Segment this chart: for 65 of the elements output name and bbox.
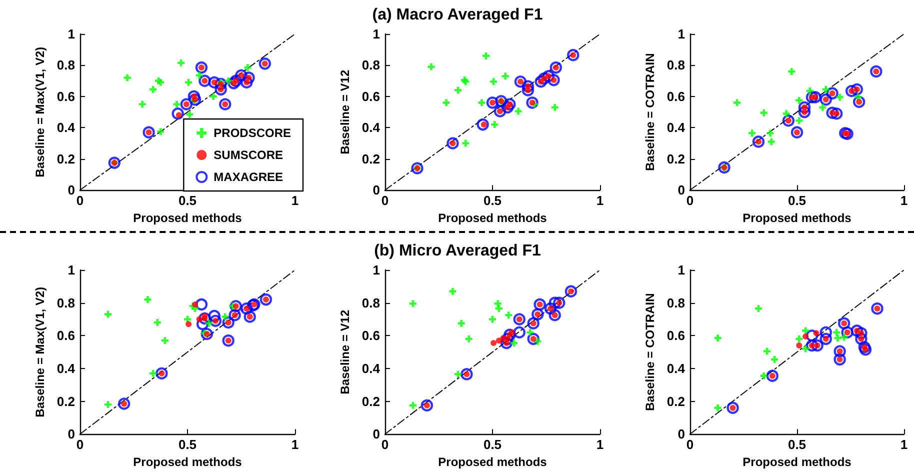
y-tick-label: 0.8 <box>362 58 380 73</box>
y-tick-label: 0.4 <box>666 360 686 376</box>
y-tick-label: 0.6 <box>56 328 75 344</box>
y-tick-label: 1 <box>68 26 75 42</box>
y-tick-label: 1 <box>372 26 380 42</box>
y-tick-label: 0.8 <box>56 295 75 310</box>
y-tick-label: 0.2 <box>666 151 685 166</box>
y-axis-title: Baseline = COTRAIN <box>643 293 658 411</box>
x-tick-label: 0.5 <box>788 437 806 452</box>
y-tick-label: 0.2 <box>56 151 75 166</box>
y-axis-title: Baseline = Max(V1, V2) <box>33 286 48 418</box>
y-tick-label: 0.6 <box>56 88 75 104</box>
x-axis-title: Proposed methods <box>438 211 548 225</box>
y-tick-label: 0.4 <box>56 360 76 376</box>
x-tick-label: 0.5 <box>483 437 502 452</box>
x-tick-label: 1 <box>900 193 908 208</box>
y-tick-label: 0.6 <box>362 328 380 344</box>
y-tick-label: 1 <box>68 262 75 278</box>
x-tick-label: 0.5 <box>483 193 502 208</box>
x-tick-label: 0.5 <box>788 193 806 208</box>
legend-label: MAXAGREE <box>214 170 283 184</box>
y-tick-label: 0 <box>678 426 685 442</box>
y-tick-label: 0 <box>372 182 380 198</box>
y-tick-label: 0.2 <box>56 394 75 409</box>
x-axis-title: Proposed methods <box>742 455 852 469</box>
y-axis-title: Baseline = V12 <box>338 310 352 394</box>
y-tick-label: 0.6 <box>362 88 380 104</box>
x-tick-label: 1 <box>291 437 299 452</box>
y-tick-label: 0.8 <box>666 58 685 73</box>
y-tick-label: 1 <box>678 262 685 278</box>
y-tick-label: 1 <box>678 26 685 42</box>
y-tick-label: 0 <box>68 182 75 198</box>
y-tick-label: 0.4 <box>666 120 686 136</box>
y-axis-title: Baseline = Max(V1, V2) <box>33 46 48 178</box>
legend-label: SUMSCORE <box>214 148 283 162</box>
y-tick-label: 0.2 <box>362 151 380 166</box>
y-tick-label: 0 <box>68 426 75 442</box>
x-tick-label: 1 <box>900 437 908 452</box>
y-tick-label: 0.8 <box>666 295 685 310</box>
y-tick-label: 0.2 <box>666 394 685 409</box>
x-tick-label: 1 <box>596 437 604 452</box>
y-tick-label: 0.8 <box>362 295 380 310</box>
x-axis-title: Proposed methods <box>742 211 852 225</box>
y-tick-label: 0.6 <box>666 328 685 344</box>
x-axis-title: Proposed methods <box>133 455 242 469</box>
y-axis-title: Baseline = V12 <box>338 70 352 154</box>
x-tick-label: 0.5 <box>178 193 197 208</box>
x-tick-label: 1 <box>291 193 299 208</box>
y-tick-label: 0.6 <box>666 88 685 104</box>
chart-title: (a) Macro Averaged F1 <box>372 6 543 24</box>
y-axis-title: Baseline = COTRAIN <box>643 53 658 171</box>
x-axis-title: Proposed methods <box>438 455 548 469</box>
y-tick-label: 0 <box>678 182 685 198</box>
legend-label: PRODSCORE <box>214 126 291 140</box>
y-tick-label: 0 <box>372 426 380 442</box>
y-tick-label: 0.4 <box>362 120 381 136</box>
chart-title: (b) Micro Averaged F1 <box>374 242 542 260</box>
y-tick-label: 0.4 <box>362 360 381 376</box>
y-tick-label: 0.2 <box>362 394 380 409</box>
x-axis-title: Proposed methods <box>133 211 242 225</box>
y-tick-label: 1 <box>372 262 380 278</box>
y-tick-label: 0.8 <box>56 58 75 73</box>
x-tick-label: 1 <box>596 193 604 208</box>
y-tick-label: 0.4 <box>56 120 76 136</box>
x-tick-label: 0.5 <box>178 437 197 452</box>
